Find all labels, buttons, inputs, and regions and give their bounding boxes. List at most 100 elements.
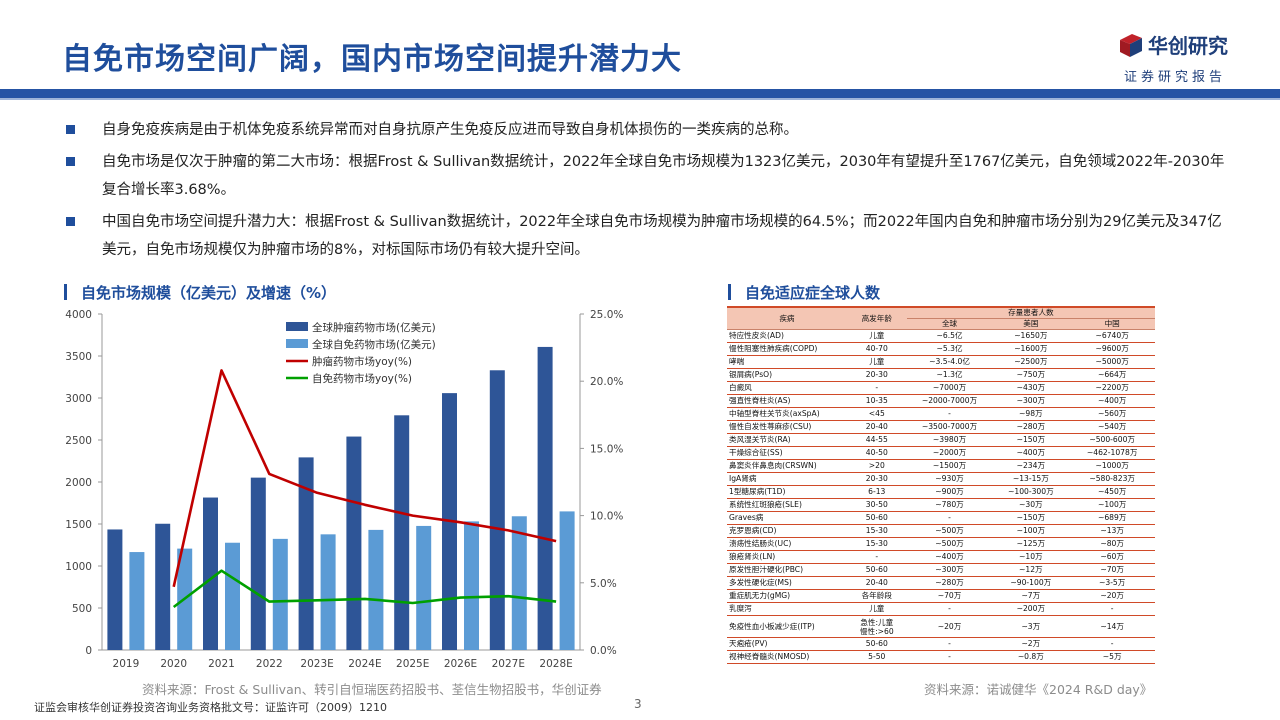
page-title: 自免市场空间广阔，国内市场空间提升潜力大 (62, 42, 682, 77)
chart-section-title: 自免市场规模（亿美元）及增速（%） (64, 282, 336, 303)
header-age: 高发年龄 (846, 307, 907, 330)
cell-age: 50-60 (846, 637, 907, 651)
patient-table-wrap: 疾病 高发年龄 存量患者人数 全球 美国 中国 特应性皮炎(AD) 儿童 ~6.5亿… (727, 306, 1155, 664)
logo-name: 华创研究 (1148, 34, 1228, 58)
header-patients: 存量患者人数 (906, 307, 1155, 319)
bullet-text: 中国自免市场空间提升潜力大：根据Frost & Sullivan数据统计，202… (102, 214, 1222, 258)
table-row: 重症肌无力(gMG) 各年龄段 ~70万 ~7万 ~20万 (727, 589, 1155, 603)
cell-age: 15-30 (846, 524, 907, 538)
table-row: 白癜风 - ~7000万 ~430万 ~2200万 (727, 381, 1155, 395)
y-tick-label-right: 25.0% (590, 309, 623, 321)
cell-disease: 白癜风 (727, 381, 847, 395)
cell-global: ~930万 (906, 472, 993, 486)
y-tick-label-left: 0 (85, 645, 92, 657)
cell-age: 40-70 (846, 342, 907, 356)
bar-autoimmune (225, 542, 240, 650)
cell-cn: ~540万 (1069, 420, 1155, 434)
bar-autoimmune (129, 552, 145, 650)
bar-autoimmune (559, 511, 575, 650)
cell-global: ~70万 (906, 589, 993, 603)
table-row: 中轴型脊柱关节炎(axSpA) <45- ~98万 ~560万 (727, 407, 1155, 421)
table-row: 鼻窦炎伴鼻息肉(CRSWN) >20 ~1500万 ~234万 ~1000万 (727, 459, 1155, 473)
x-tick-label: 2027E (492, 658, 525, 670)
cell-age: 20-40 (846, 576, 907, 590)
cell-age: 30-50 (846, 498, 907, 512)
y-tick-label-left: 1000 (65, 561, 92, 573)
cell-us: ~280万 (992, 420, 1070, 434)
y-tick-label-right: 20.0% (590, 376, 623, 388)
header-global: 全球 (906, 318, 993, 330)
header-cn: 中国 (1069, 318, 1155, 330)
cell-cn: ~80万 (1069, 537, 1155, 551)
bar-autoimmune (464, 521, 479, 650)
y-tick-label-left: 1500 (65, 519, 92, 531)
cell-age: 10-35 (846, 394, 907, 408)
legend-label: 肿瘤药物市场yoy(%) (312, 355, 412, 368)
cell-age: <45 (846, 407, 907, 421)
cell-age: 50-60 (846, 511, 907, 525)
logo-cube-icon (1120, 34, 1142, 57)
bullet-square-icon (66, 157, 75, 166)
cell-cn: ~60万 (1069, 550, 1155, 564)
table-row: 慢性阻塞性肺疾病(COPD) 40-70 ~5.3亿 ~1600万 ~9600万 (727, 342, 1155, 356)
cell-global: ~900万 (906, 485, 993, 499)
cell-global: ~300万 (906, 563, 993, 577)
bullet-item: 中国自免市场空间提升潜力大：根据Frost & Sullivan数据统计，202… (66, 208, 1226, 264)
section-marker (64, 284, 67, 300)
cell-cn: ~689万 (1069, 511, 1155, 525)
table-section-title: 自免适应症全球人数 (728, 282, 880, 303)
cell-us: ~30万 (992, 498, 1070, 512)
cell-disease: 视神经脊髓炎(NMOSD) (727, 650, 847, 664)
table-row: 类风湿关节炎(RA) 44-55 ~3980万 ~150万 ~500-600万 (727, 433, 1155, 447)
y-tick-label-right: 15.0% (590, 443, 623, 455)
cell-global: ~1.3亿 (906, 368, 993, 382)
cell-cn: ~5万 (1069, 650, 1155, 664)
cell-disease: 中轴型脊柱关节炎(axSpA) (727, 407, 847, 421)
table-row: 视神经脊髓炎(NMOSD) 5-50- ~0.8万 ~5万 (727, 650, 1155, 664)
cell-disease: 慢性自发性荨麻疹(CSU) (727, 420, 847, 434)
cell-cn: ~580-823万 (1069, 472, 1155, 486)
y-tick-label-left: 2000 (65, 477, 92, 489)
cell-us: ~2万 (992, 637, 1070, 651)
bar-oncology (537, 346, 553, 650)
cell-age: 各年龄段 (846, 589, 907, 603)
chart-source-note: 资料来源：Frost & Sullivan、转引自恒瑞医药招股书、荃信生物招股书… (142, 682, 602, 697)
x-tick-label: 2022 (256, 658, 283, 670)
cell-global: ~500万 (906, 537, 993, 551)
table-row: 干燥综合征(SS) 40-50 ~2000万 ~400万 ~462-1078万 (727, 446, 1155, 460)
bullet-text: 自免市场是仅次于肿瘤的第二大市场：根据Frost & Sullivan数据统计，… (102, 154, 1225, 198)
x-tick-label: 2028E (539, 658, 572, 670)
bar-oncology (394, 415, 410, 650)
cell-cn: ~100万 (1069, 498, 1155, 512)
cell-disease: 原发性胆汁硬化(PBC) (727, 563, 847, 577)
cell-cn: ~9600万 (1069, 342, 1155, 356)
cell-disease: Graves病 (727, 511, 847, 525)
bar-oncology (489, 370, 505, 650)
cell-us: ~150万 (992, 433, 1070, 447)
y-tick-label-left: 3500 (65, 351, 92, 363)
cell-cn: ~20万 (1069, 589, 1155, 603)
cell-cn: ~14万 (1069, 615, 1155, 638)
cell-us: ~430万 (992, 381, 1070, 395)
cell-cn: ~13万 (1069, 524, 1155, 538)
cell-global: ~6.5亿 (906, 329, 993, 343)
cell-disease: 乳糜泻 (727, 602, 847, 616)
cell-global: - (906, 511, 993, 525)
cell-us: ~150万 (992, 511, 1070, 525)
cell-cn: - (1069, 637, 1155, 651)
x-tick-label: 2021 (208, 658, 235, 670)
table-title: 自免适应症全球人数 (745, 284, 881, 302)
cell-global: ~3980万 (906, 433, 993, 447)
cell-age: 15-30 (846, 537, 907, 551)
cell-global: ~2000-7000万 (906, 394, 993, 408)
bullet-item: 自免市场是仅次于肿瘤的第二大市场：根据Frost & Sullivan数据统计，… (66, 148, 1226, 204)
cell-cn: ~70万 (1069, 563, 1155, 577)
cell-global: - (906, 650, 993, 664)
cell-cn: ~3-5万 (1069, 576, 1155, 590)
cell-age: >20 (846, 459, 907, 473)
y-tick-label-right: 10.0% (590, 511, 623, 523)
table-row: Graves病 50-60- ~150万 ~689万 (727, 511, 1155, 525)
bar-autoimmune (272, 538, 288, 650)
cell-us: ~13-15万 (992, 472, 1070, 486)
cell-global: - (906, 602, 993, 616)
